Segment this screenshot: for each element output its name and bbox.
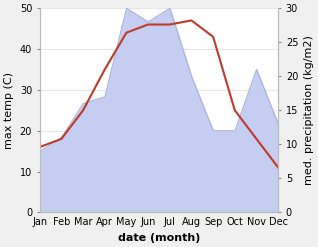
X-axis label: date (month): date (month) bbox=[118, 233, 200, 243]
Y-axis label: max temp (C): max temp (C) bbox=[4, 72, 14, 149]
Y-axis label: med. precipitation (kg/m2): med. precipitation (kg/m2) bbox=[304, 35, 314, 185]
